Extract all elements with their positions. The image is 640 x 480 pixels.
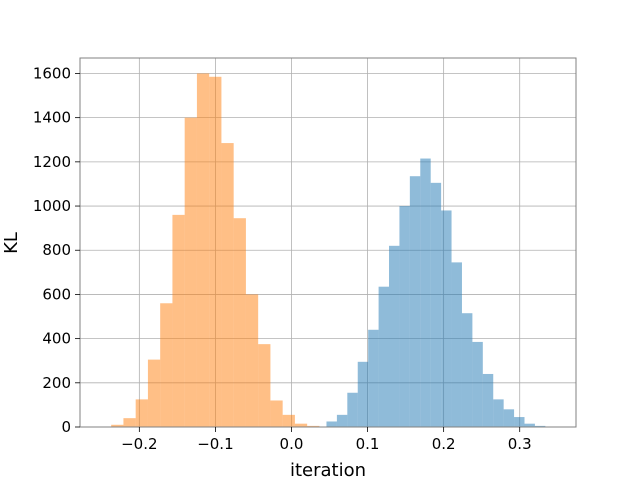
- histogram-bar-series-1-bin-2: [135, 399, 148, 427]
- histogram-bar-series-1-bin-4: [160, 303, 173, 427]
- x-tick-label-4: 0.2: [432, 435, 456, 453]
- x-tick-label-5: 0.3: [508, 435, 532, 453]
- histogram-bar-series-0-bin-10: [430, 182, 442, 427]
- y-axis-label: KL: [1, 232, 22, 254]
- y-tick-label-0: 0: [61, 418, 71, 436]
- histogram-bar-series-1-bin-1: [123, 418, 136, 427]
- histogram-bar-series-0-bin-20: [534, 425, 546, 427]
- histogram-bar-series-0-bin-2: [347, 392, 358, 427]
- x-axis-label: iteration: [290, 460, 366, 480]
- histogram-bar-series-0-bin-17: [503, 409, 515, 427]
- histogram-bar-series-1-bin-3: [147, 359, 161, 427]
- histogram-bar-series-0-bin-18: [514, 417, 525, 427]
- histogram-bar-series-1-bin-12: [258, 344, 271, 427]
- histogram-bar-series-1-bin-11: [245, 294, 259, 427]
- histogram-bar-series-1-bin-16: [307, 425, 320, 427]
- histogram-bar-series-1-bin-14: [282, 414, 295, 427]
- x-tick-label-3: 0.1: [356, 435, 380, 453]
- histogram-bar-series-1-bin-7: [196, 73, 210, 427]
- histogram-bar-series-1-bin-15: [294, 423, 308, 427]
- histogram-bar-series-1-bin-5: [172, 214, 185, 427]
- y-tick-label-3: 600: [42, 285, 71, 303]
- histogram-bar-series-0-bin-13: [461, 313, 473, 427]
- histogram-bar-series-0-bin-7: [399, 206, 410, 427]
- histogram-bar-series-0-bin-5: [378, 286, 390, 427]
- y-tick-label-6: 1200: [33, 153, 71, 171]
- histogram-bar-series-0-bin-1: [336, 414, 348, 427]
- axes: [75, 57, 577, 432]
- histogram-bar-series-0-bin-19: [524, 423, 535, 427]
- histogram-bar-series-0-bin-12: [451, 262, 462, 427]
- x-tick-label-0: −0.2: [121, 435, 157, 453]
- tick-labels: −0.2 −0.1 0.0 0.1 0.2 0.3 0 200 400 600 800 1000 120…: [33, 64, 532, 453]
- y-tick-label-4: 800: [42, 241, 71, 259]
- histogram-bar-series-0-bin-0: [326, 421, 337, 427]
- y-tick-label-8: 1600: [33, 64, 71, 82]
- histogram-bar-series-1-bin-0: [111, 424, 124, 427]
- y-tick-label-2: 400: [42, 330, 71, 348]
- histogram-bar-series-0-bin-4: [368, 329, 379, 427]
- histogram-bar-series-1-bin-6: [184, 117, 197, 427]
- histogram-bar-series-1-bin-8: [209, 76, 222, 428]
- histogram-bar-series-0-bin-3: [357, 361, 369, 427]
- histogram-bar-series-0-bin-15: [482, 373, 494, 427]
- histogram-bar-series-0-bin-16: [493, 399, 504, 427]
- histogram-bar-series-1-bin-10: [233, 218, 246, 427]
- y-tick-label-7: 1400: [33, 109, 71, 127]
- x-tick-label-2: 0.0: [280, 435, 304, 453]
- x-tick-label-1: −0.1: [197, 435, 233, 453]
- histogram-bar-series-0-bin-14: [472, 341, 483, 427]
- histogram-bars: [111, 73, 546, 428]
- histogram-bar-series-0-bin-8: [409, 176, 421, 427]
- histogram-bar-series-1-bin-13: [270, 400, 283, 427]
- histogram-bar-series-0-bin-11: [441, 210, 452, 427]
- y-tick-label-1: 200: [42, 374, 71, 392]
- plot-frame: [79, 57, 577, 428]
- histogram-bar-series-0-bin-9: [420, 158, 431, 427]
- y-tick-label-5: 1000: [33, 197, 71, 215]
- histogram-bar-series-1-bin-9: [221, 143, 234, 428]
- histogram-bar-series-0-bin-6: [389, 245, 400, 427]
